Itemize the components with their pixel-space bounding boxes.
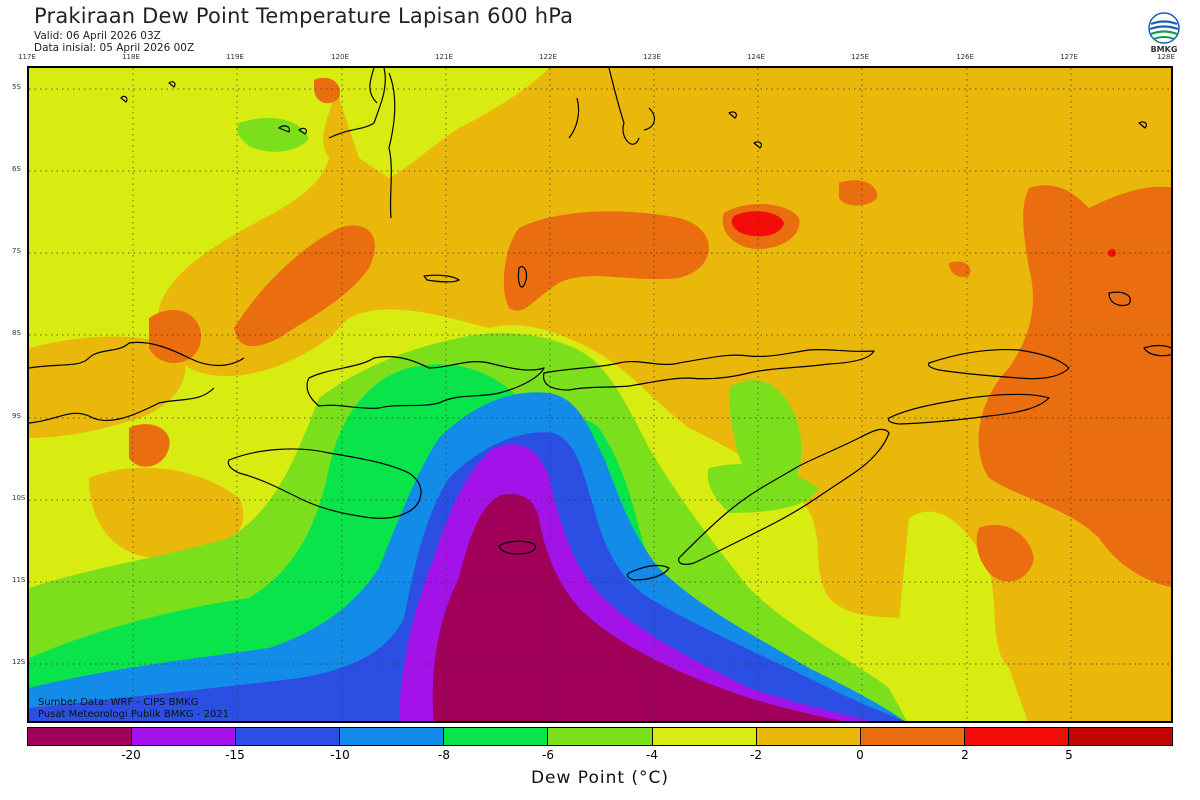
- field-yellow-topleft: [29, 68, 149, 148]
- field-deep-magenta: [432, 494, 842, 721]
- colorbar-tick-label: 5: [1065, 748, 1073, 762]
- lon-label: 126E: [956, 53, 974, 61]
- field-lime-timor: [707, 464, 819, 513]
- colorbar-tick-label: -4: [646, 748, 658, 762]
- colorbar: [27, 727, 1173, 746]
- lat-label: 5S: [12, 83, 21, 91]
- field-orange-5: [839, 180, 878, 206]
- colorbar-tick-label: 0: [856, 748, 864, 762]
- field-red-1: [731, 211, 784, 237]
- field-amber-west: [29, 336, 186, 438]
- map-canvas: [29, 68, 1171, 721]
- init-time: Data inisial: 05 April 2026 00Z: [34, 42, 195, 54]
- lat-label: 9S: [12, 412, 21, 420]
- lon-label: 117E: [18, 53, 36, 61]
- colorbar-tick-label: -15: [225, 748, 245, 762]
- colorbar-segment: [340, 728, 445, 745]
- lat-label: 12S: [12, 658, 26, 666]
- field-orange-10: [949, 261, 971, 278]
- colorbar-segment: [28, 728, 133, 745]
- colorbar-segment: [444, 728, 549, 745]
- dew-point-map: [27, 66, 1173, 723]
- colorbar-tick-label: -2: [750, 748, 762, 762]
- field-orange-3: [503, 211, 709, 311]
- lat-label: 11S: [12, 576, 26, 584]
- field-orange-1: [234, 225, 375, 347]
- colorbar-segment: [860, 728, 965, 745]
- colorbar-segment: [964, 728, 1069, 745]
- colorbar-segment: [236, 728, 341, 745]
- lat-label: 8S: [12, 329, 21, 337]
- lon-label: 120E: [331, 53, 349, 61]
- lon-label: 125E: [851, 53, 869, 61]
- colorbar-segment: [1068, 728, 1173, 745]
- colorbar-tick-label: -6: [542, 748, 554, 762]
- lon-label: 127E: [1060, 53, 1078, 61]
- data-source-credit: Sumber Data: WRF - CIPS BMKG: [38, 697, 199, 708]
- org-credit: Pusat Meteorologi Publik BMKG - 2021: [38, 709, 230, 720]
- bmkg-logo-icon: [1148, 12, 1180, 44]
- lon-label: 122E: [539, 53, 557, 61]
- field-orange-6: [978, 185, 1171, 588]
- colorbar-tick-label: -20: [121, 748, 141, 762]
- graticule: [29, 68, 1171, 721]
- lon-label: 124E: [747, 53, 765, 61]
- field-yellow-north: [329, 68, 549, 178]
- lon-label: 118E: [122, 53, 140, 61]
- field-orange-2: [149, 309, 201, 363]
- lat-label: 6S: [12, 165, 21, 173]
- colorbar-tick-label: 2: [961, 748, 969, 762]
- coastlines: [29, 68, 1171, 581]
- colorbar-segment: [756, 728, 861, 745]
- field-yellow-southeast: [889, 511, 1028, 721]
- field-orange-8: [129, 424, 170, 467]
- colorbar-segment: [548, 728, 653, 745]
- lon-label: 121E: [435, 53, 453, 61]
- valid-time: Valid: 06 April 2026 03Z: [34, 30, 161, 42]
- colorbar-tick-label: -10: [330, 748, 350, 762]
- field-lime-north: [237, 118, 309, 152]
- lon-label: 128E: [1157, 53, 1175, 61]
- colorbar-segment: [132, 728, 237, 745]
- map-title: Prakiraan Dew Point Temperature Lapisan …: [34, 4, 574, 28]
- field-orange-7: [976, 524, 1034, 582]
- lat-label: 10S: [12, 494, 26, 502]
- lon-label: 123E: [643, 53, 661, 61]
- logo-text: BMKG: [1150, 45, 1178, 54]
- colorbar-segment: [652, 728, 757, 745]
- colorbar-title: Dew Point (°C): [530, 768, 670, 788]
- field-amber-west2: [89, 467, 244, 558]
- colorbar-tick-label: -8: [438, 748, 450, 762]
- lat-label: 7S: [12, 247, 21, 255]
- lon-label: 119E: [226, 53, 244, 61]
- field-red-2: [1108, 249, 1116, 257]
- field-orange-9: [314, 77, 340, 104]
